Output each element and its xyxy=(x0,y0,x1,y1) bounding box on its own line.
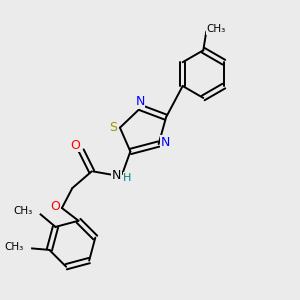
Text: N: N xyxy=(136,95,145,108)
Text: CH₃: CH₃ xyxy=(206,25,225,34)
Text: N: N xyxy=(160,136,170,149)
Text: O: O xyxy=(50,200,60,213)
Text: N: N xyxy=(112,169,121,182)
Text: CH₃: CH₃ xyxy=(13,206,32,216)
Text: H: H xyxy=(123,173,132,183)
Text: CH₃: CH₃ xyxy=(4,242,23,252)
Text: S: S xyxy=(110,121,117,134)
Text: O: O xyxy=(70,139,80,152)
